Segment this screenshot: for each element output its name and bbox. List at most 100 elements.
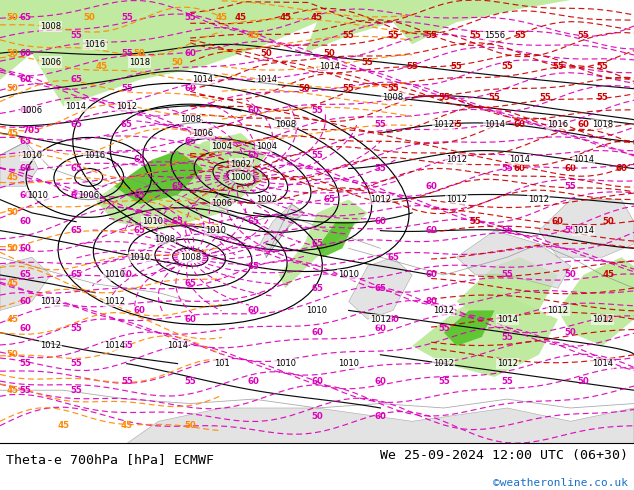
Text: 55: 55	[70, 31, 82, 40]
Text: 60: 60	[565, 164, 576, 173]
Text: 65: 65	[70, 75, 82, 84]
Text: 50: 50	[7, 350, 18, 359]
Text: 65: 65	[248, 217, 259, 226]
Text: 60: 60	[425, 270, 437, 279]
Text: 45: 45	[280, 13, 291, 22]
Polygon shape	[412, 288, 558, 377]
Polygon shape	[285, 0, 444, 53]
Polygon shape	[444, 311, 495, 346]
Text: 60: 60	[248, 106, 259, 115]
Polygon shape	[539, 199, 634, 257]
Text: 50: 50	[578, 377, 589, 386]
Text: 1014: 1014	[65, 102, 87, 111]
Text: 55: 55	[20, 359, 31, 368]
Text: 1010: 1010	[338, 359, 359, 368]
Text: 65: 65	[375, 284, 386, 293]
Text: 1012: 1012	[547, 306, 569, 315]
Text: 1014: 1014	[573, 226, 594, 235]
Text: 65: 65	[70, 164, 82, 173]
Text: 65: 65	[70, 270, 82, 279]
Text: 1018: 1018	[129, 58, 150, 67]
Text: 45: 45	[248, 31, 259, 40]
Text: 1014: 1014	[509, 155, 531, 164]
Text: 45: 45	[603, 270, 614, 279]
Text: 60: 60	[184, 49, 196, 58]
Text: 45: 45	[121, 421, 133, 430]
Text: 55: 55	[489, 93, 500, 102]
Text: 65: 65	[184, 137, 196, 147]
Text: 60: 60	[375, 324, 386, 333]
Text: 1012: 1012	[592, 315, 613, 324]
Text: 55: 55	[425, 31, 437, 40]
Text: 65: 65	[134, 155, 145, 164]
Text: 1010: 1010	[338, 270, 359, 279]
Text: 65: 65	[70, 226, 82, 235]
Text: 55: 55	[597, 93, 608, 102]
Text: 45: 45	[311, 13, 323, 22]
Text: 1010: 1010	[306, 306, 328, 315]
Text: 1012: 1012	[528, 195, 550, 204]
Text: 55: 55	[70, 386, 82, 395]
Text: 55: 55	[451, 62, 462, 71]
Text: 65: 65	[248, 262, 259, 270]
Text: 50: 50	[7, 49, 18, 58]
Text: 60: 60	[20, 75, 31, 84]
Text: 60: 60	[20, 191, 31, 199]
Text: We 25-09-2024 12:00 UTC (06+30): We 25-09-2024 12:00 UTC (06+30)	[380, 448, 628, 462]
Text: 1014: 1014	[496, 315, 518, 324]
Text: 1002: 1002	[256, 195, 277, 204]
Text: 1008: 1008	[275, 120, 296, 129]
Text: 55: 55	[470, 217, 481, 226]
Polygon shape	[456, 231, 571, 288]
Text: 55: 55	[501, 333, 513, 342]
Text: 1006: 1006	[21, 106, 42, 115]
Text: 60: 60	[375, 217, 386, 226]
Text: 65: 65	[134, 226, 145, 235]
Text: 1014: 1014	[592, 359, 613, 368]
Text: 50: 50	[172, 58, 183, 67]
Text: 55: 55	[451, 120, 462, 129]
Text: 1004: 1004	[211, 142, 233, 151]
Text: 1006: 1006	[211, 199, 233, 208]
Text: 55: 55	[565, 182, 576, 191]
Polygon shape	[95, 142, 266, 231]
Text: 1012: 1012	[116, 102, 138, 111]
Text: 65: 65	[184, 279, 196, 288]
Text: 55: 55	[387, 84, 399, 93]
Text: 60: 60	[20, 49, 31, 58]
Text: 1010: 1010	[27, 191, 49, 199]
Polygon shape	[158, 133, 266, 199]
Text: 50: 50	[7, 13, 18, 22]
Text: 55: 55	[184, 13, 196, 22]
Text: 50: 50	[134, 49, 145, 58]
Text: 1008: 1008	[40, 22, 61, 31]
Text: 1014: 1014	[573, 155, 594, 164]
Text: 45: 45	[7, 173, 18, 182]
Text: 50: 50	[603, 217, 614, 226]
Text: 55: 55	[121, 13, 133, 22]
Text: 60: 60	[552, 217, 564, 226]
Text: 45: 45	[7, 279, 18, 288]
Text: 1008: 1008	[154, 235, 176, 244]
Text: 1014: 1014	[256, 75, 277, 84]
Text: 55: 55	[362, 58, 373, 67]
Text: 55: 55	[121, 342, 133, 350]
Text: 1010: 1010	[21, 151, 42, 160]
Text: 60: 60	[184, 315, 196, 324]
Text: 45: 45	[7, 386, 18, 395]
Text: 60: 60	[311, 328, 323, 337]
Text: 55: 55	[597, 62, 608, 71]
Text: 55: 55	[552, 62, 564, 71]
Text: 50: 50	[83, 13, 94, 22]
Text: 1004: 1004	[256, 142, 277, 151]
Text: 50: 50	[311, 413, 323, 421]
Polygon shape	[0, 257, 51, 311]
Text: 60: 60	[375, 377, 386, 386]
Text: 1010: 1010	[129, 253, 150, 262]
Text: 60: 60	[248, 377, 259, 386]
Text: 1012: 1012	[446, 155, 467, 164]
Text: 1008: 1008	[179, 115, 201, 124]
Text: 55: 55	[406, 62, 418, 71]
Text: 45: 45	[603, 315, 614, 324]
Text: 65: 65	[134, 191, 145, 199]
